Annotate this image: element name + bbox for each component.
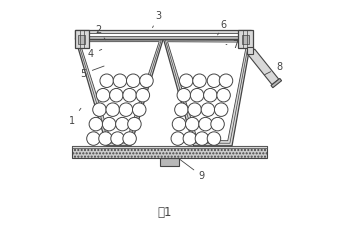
Text: 8: 8 [265,62,282,75]
Polygon shape [160,158,179,166]
Circle shape [110,88,123,102]
Polygon shape [76,39,163,146]
Circle shape [185,117,199,131]
Text: 图1: 图1 [157,206,172,219]
Circle shape [99,132,112,145]
Circle shape [171,132,184,145]
Circle shape [188,103,202,116]
Text: 7: 7 [226,40,239,50]
Text: 3: 3 [153,11,161,28]
Circle shape [89,117,103,131]
Circle shape [116,117,129,131]
FancyBboxPatch shape [76,30,251,33]
Circle shape [132,103,146,116]
Circle shape [111,132,124,145]
Circle shape [87,132,100,145]
Text: 6: 6 [218,20,227,35]
FancyBboxPatch shape [247,47,253,54]
Circle shape [106,103,120,116]
FancyBboxPatch shape [76,33,251,36]
Circle shape [93,103,106,116]
Circle shape [211,117,224,131]
Text: 4: 4 [88,49,102,59]
Polygon shape [168,42,247,141]
FancyBboxPatch shape [238,30,252,48]
Circle shape [214,103,228,116]
Circle shape [179,74,193,87]
Circle shape [96,88,110,102]
Circle shape [219,74,233,87]
Polygon shape [163,39,251,146]
Polygon shape [72,146,267,158]
FancyBboxPatch shape [75,30,89,48]
Circle shape [201,103,215,116]
Circle shape [204,88,217,102]
Circle shape [217,88,230,102]
FancyBboxPatch shape [72,146,267,148]
Circle shape [123,88,136,102]
Circle shape [126,74,140,87]
Circle shape [113,74,127,87]
Polygon shape [271,78,282,88]
Text: 2: 2 [95,25,106,40]
FancyBboxPatch shape [76,36,251,39]
Circle shape [190,88,204,102]
Polygon shape [248,49,279,85]
Circle shape [119,103,133,116]
Circle shape [183,132,197,145]
Circle shape [177,88,190,102]
Circle shape [128,117,141,131]
Text: 9: 9 [180,160,205,181]
Circle shape [172,117,186,131]
Circle shape [100,74,113,87]
FancyBboxPatch shape [78,35,85,44]
FancyBboxPatch shape [242,35,249,44]
Circle shape [199,117,212,131]
Circle shape [123,132,136,145]
Circle shape [175,103,188,116]
Circle shape [207,74,221,87]
Text: 1: 1 [69,108,81,126]
Circle shape [140,74,153,87]
Polygon shape [79,42,159,140]
Text: 5: 5 [81,66,104,79]
Circle shape [102,117,116,131]
Circle shape [207,132,221,145]
Circle shape [136,88,150,102]
Circle shape [193,74,206,87]
Circle shape [195,132,209,145]
